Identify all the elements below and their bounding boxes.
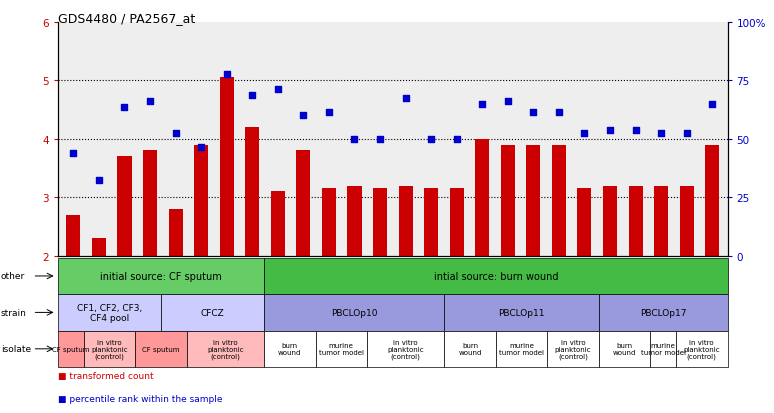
Text: murine
tumor model: murine tumor model [641,342,686,356]
Text: strain: strain [1,308,26,317]
Point [425,136,437,143]
Point [93,177,105,183]
Text: ■ percentile rank within the sample: ■ percentile rank within the sample [58,394,223,403]
Text: PBCLOp17: PBCLOp17 [640,308,687,317]
Point [604,127,616,134]
Bar [577,189,591,256]
Point [297,113,310,119]
Bar [373,189,387,256]
Bar [526,145,540,256]
Text: CFCZ: CFCZ [200,308,224,317]
Point [629,127,642,134]
Bar [348,186,361,256]
Text: isolate: isolate [1,344,31,354]
Text: PBCLOp11: PBCLOp11 [498,308,545,317]
Bar [552,145,566,256]
Bar [296,151,310,256]
Point [655,130,667,137]
Bar [424,189,438,256]
Point [246,93,259,99]
Point [450,136,463,143]
Bar [220,78,234,256]
Bar [92,239,106,256]
Bar [450,189,464,256]
Bar [67,215,80,256]
Text: PBCLOp10: PBCLOp10 [331,308,378,317]
Text: in vitro
planktonic
(control): in vitro planktonic (control) [683,339,720,359]
Point [706,101,718,108]
Bar [143,151,157,256]
Point [170,130,182,137]
Text: other: other [1,272,25,281]
Text: murine
tumor model: murine tumor model [319,342,364,356]
Bar [194,145,208,256]
Bar [603,186,617,256]
Bar [271,192,285,256]
Text: initial source: CF sputum: initial source: CF sputum [100,271,222,281]
Bar [118,157,132,256]
Text: in vitro
planktonic
(control): in vitro planktonic (control) [555,339,591,359]
Point [527,110,539,116]
Text: murine
tumor model: murine tumor model [499,342,544,356]
Bar [501,145,515,256]
Bar [322,189,336,256]
Point [374,136,386,143]
Text: burn
wound: burn wound [458,342,481,356]
Point [272,86,284,93]
Bar [169,209,183,256]
Text: burn
wound: burn wound [278,342,302,356]
Bar [705,145,719,256]
Point [118,104,131,111]
Point [680,130,693,137]
Text: in vitro
planktonic
(control): in vitro planktonic (control) [91,339,128,359]
Point [578,130,591,137]
Point [195,145,207,152]
Bar [680,186,694,256]
Point [348,136,361,143]
Text: in vitro
planktonic
(control): in vitro planktonic (control) [207,339,244,359]
Point [221,72,233,78]
Text: burn
wound: burn wound [613,342,636,356]
Text: GDS4480 / PA2567_at: GDS4480 / PA2567_at [58,12,195,25]
Bar [654,186,668,256]
Text: CF sputum: CF sputum [142,346,180,352]
Text: ■ transformed count: ■ transformed count [58,371,154,380]
Point [323,110,335,116]
Point [553,110,565,116]
Point [399,95,412,102]
Bar [628,186,642,256]
Point [144,98,156,105]
Bar [245,128,259,256]
Text: CF sputum: CF sputum [52,346,90,352]
Point [502,98,514,105]
Text: intial source: burn wound: intial source: burn wound [433,271,558,281]
Text: in vitro
planktonic
(control): in vitro planktonic (control) [387,339,424,359]
Point [67,151,80,157]
Bar [475,140,489,256]
Point [476,101,488,108]
Bar [399,186,413,256]
Text: CF1, CF2, CF3,
CF4 pool: CF1, CF2, CF3, CF4 pool [77,303,142,322]
